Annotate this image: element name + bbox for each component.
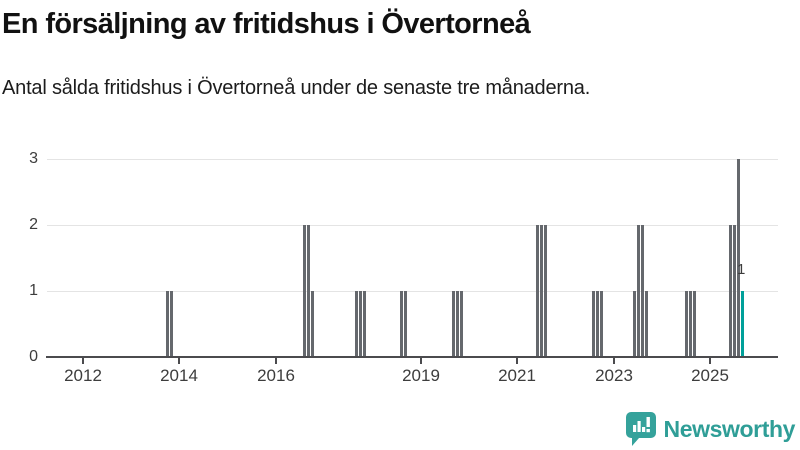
bar-2021-08	[544, 225, 547, 356]
bar-2021-06	[536, 225, 539, 356]
bar-2022-08	[592, 291, 595, 356]
gridline-y1	[47, 291, 778, 292]
x-axis-tick	[275, 358, 277, 364]
highlighted-bar-2025-09	[741, 291, 744, 356]
bar-2025-07	[733, 225, 736, 356]
bar-2013-11	[170, 291, 173, 356]
x-axis-tick	[709, 358, 711, 364]
newsworthy-logo: Newsworthy	[625, 410, 796, 448]
bar-2018-09	[404, 291, 407, 356]
gridline-y3	[47, 159, 778, 160]
bar-2024-07	[685, 291, 688, 356]
bar-2023-08	[641, 225, 644, 356]
x-axis-label: 2021	[498, 366, 536, 385]
bar-2025-06	[729, 225, 732, 356]
y-axis-label: 3	[29, 150, 38, 167]
x-axis-label: 2012	[64, 366, 102, 385]
newsworthy-logo-icon	[625, 411, 657, 447]
bar-2016-09	[307, 225, 310, 356]
bar-2013-10	[166, 291, 169, 356]
bar-2025-08	[737, 159, 740, 356]
x-axis-label: 2025	[691, 366, 729, 385]
newsworthy-brand-text: Newsworthy	[663, 415, 796, 442]
bar-2017-11	[363, 291, 366, 356]
bar-2019-10	[456, 291, 459, 356]
bar-2024-09	[693, 291, 696, 356]
x-axis-label: 2016	[257, 366, 295, 385]
bar-2024-08	[689, 291, 692, 356]
y-axis-label: 2	[29, 216, 38, 233]
bar-2016-10	[311, 291, 314, 356]
bar-2019-11	[460, 291, 463, 356]
x-axis-line	[46, 356, 778, 358]
x-axis-label: 2023	[595, 366, 633, 385]
bar-2017-10	[359, 291, 362, 356]
x-axis-tick	[420, 358, 422, 364]
bar-2023-06	[633, 291, 636, 356]
bar-2019-09	[452, 291, 455, 356]
x-axis-tick	[516, 358, 518, 364]
chart-subtitle: Antal sålda fritidshus i Övertorneå unde…	[2, 77, 591, 99]
x-axis-tick	[178, 358, 180, 364]
bar-2022-10	[600, 291, 603, 356]
page-title: En försäljning av fritidshus i Övertorne…	[2, 8, 531, 40]
bar-2018-08	[400, 291, 403, 356]
bar-2017-09	[355, 291, 358, 356]
bar-2016-08	[303, 225, 306, 356]
x-axis-label: 2019	[402, 366, 440, 385]
x-axis-label: 2014	[160, 366, 198, 385]
bar-2023-09	[645, 291, 648, 356]
bar-2021-07	[540, 225, 543, 356]
gridline-y2	[47, 225, 778, 226]
bar-2022-09	[596, 291, 599, 356]
x-axis-tick	[613, 358, 615, 364]
x-axis-tick	[82, 358, 84, 364]
bar-2023-07	[637, 225, 640, 356]
y-axis-label: 1	[29, 282, 38, 299]
data-label: 1	[737, 261, 746, 278]
y-axis-label: 0	[29, 348, 38, 365]
